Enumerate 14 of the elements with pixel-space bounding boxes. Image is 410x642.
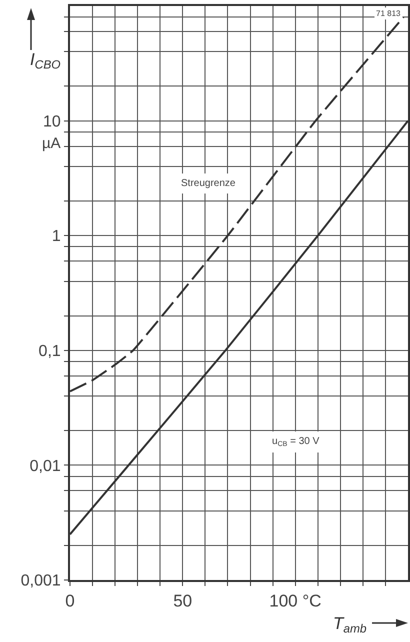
y-axis-title: I$_{CBO}$ [30, 50, 61, 72]
x-axis-title: T$_{amb}$ [333, 614, 367, 636]
y-tick-label: 10 [43, 113, 61, 130]
y-tick-label: 1 [52, 228, 61, 246]
annotation: Streugrenze [181, 178, 236, 189]
y-tick-label: 0,001 [20, 572, 61, 590]
x-tick-label: 50 [173, 591, 192, 610]
y-tick-label: 0,1 [38, 343, 61, 360]
y-tick-label: 0,01 [30, 458, 61, 475]
x-tick-label: 100 °C [269, 591, 322, 610]
text: µA [42, 135, 61, 152]
annotation: 71 813 [376, 9, 402, 18]
x-tick-label: 0 [65, 591, 75, 610]
annotation: u$_{CB}$ = 30 V [272, 436, 320, 448]
